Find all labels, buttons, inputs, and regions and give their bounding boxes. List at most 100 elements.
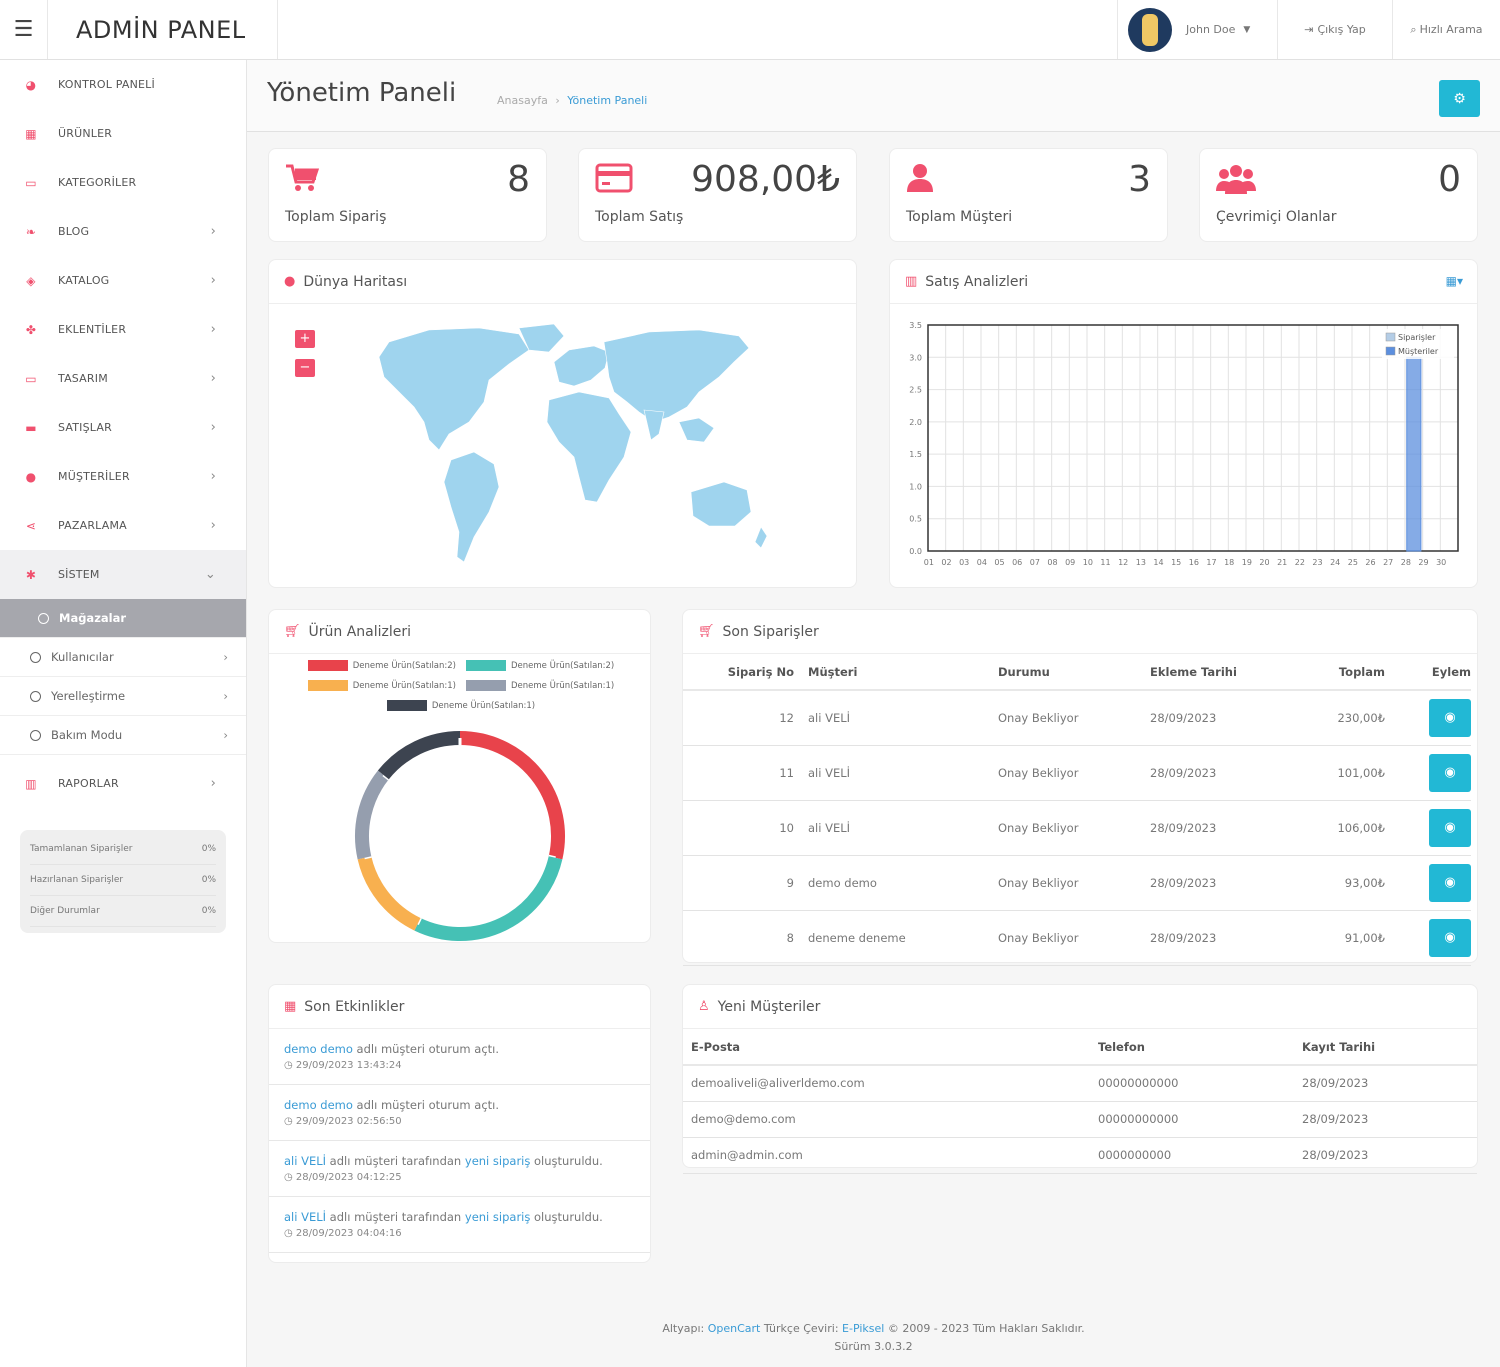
menu-toggle-button[interactable]: ☰ [0,0,48,59]
sidebar-subitem[interactable]: Mağazalar [0,599,246,638]
donut-slice[interactable] [377,731,461,780]
col-date[interactable]: Ekleme Tarihi [1150,654,1290,691]
sales-analysis-header: ▥ Satış Analizleri ▦▾ [890,260,1477,304]
sidebar-item[interactable]: ● MÜŞTERİLER › [0,452,246,501]
circle-icon [30,690,41,702]
sidebar-subitem[interactable]: Bakım Modu › [0,716,246,755]
chevron-icon: › [210,322,216,337]
quick-search-button[interactable]: ⌕ Hızlı Arama [1392,0,1500,59]
sidebar-item[interactable]: ▭ TASARIM › [0,354,246,403]
brand-logo[interactable]: ADMİN PANEL [48,0,278,59]
quick-search-label: Hızlı Arama [1419,23,1483,36]
chevron-icon: › [210,273,216,288]
sidebar-subitem[interactable]: Kullanıcılar › [0,638,246,677]
logout-button[interactable]: ⇥ Çıkış Yap [1277,0,1392,59]
sidebar-item[interactable]: ◈ KATALOG › [0,256,246,305]
customer-email: demo@demo.com [683,1101,1098,1138]
opencart-link[interactable]: OpenCart [707,1322,761,1335]
sidebar-item[interactable]: ✤ EKLENTİLER › [0,305,246,354]
product-donut-chart [355,731,565,941]
y-tick-label: 0.5 [909,515,922,524]
africa [546,391,632,503]
order-link[interactable]: yeni sipariş [464,1210,531,1224]
legend-label: Müşteriler [1398,347,1439,356]
customer-link[interactable]: demo demo [284,1042,353,1056]
col-email[interactable]: E-Posta [683,1029,1098,1066]
order-total: 230,00₺ [1290,690,1395,746]
col-status[interactable]: Durumu [998,654,1150,691]
breadcrumb-home[interactable]: Anasayfa [497,94,548,107]
col-register-date[interactable]: Kayıt Tarihi [1302,1029,1477,1066]
sidebar-item[interactable]: ✱ SİSTEM ⌄ [0,550,246,599]
order-link[interactable]: yeni sipariş [464,1154,531,1168]
zoom-in-button[interactable]: + [295,330,315,348]
sidebar-item[interactable]: ▭ KATEGORİLER [0,158,246,207]
table-row: 10 ali VELİ Onay Bekliyor 28/09/2023 106,00₺… [683,800,1471,856]
sidebar-item[interactable]: ▦ ÜRÜNLER [0,109,246,158]
zoom-out-label: − [299,360,311,375]
sidebar-subitem-label: Bakım Modu [51,728,123,742]
chevron-icon: › [210,776,216,791]
epiksel-link[interactable]: E-Piksel [842,1322,885,1335]
chevron-icon: › [210,371,216,386]
cart-icon: 🛒︎ [284,624,301,639]
view-order-button[interactable]: ◉ [1429,753,1471,792]
calendar-dropdown-icon[interactable]: ▦▾ [1445,274,1463,288]
sidebar-item[interactable]: ⋖ PAZARLAMA › [0,501,246,550]
recent-activities-title: Son Etkinlikler [304,998,405,1015]
donut-slice[interactable] [355,770,389,860]
x-tick-label: 25 [1348,558,1358,567]
view-order-button[interactable]: ◉ [1429,863,1471,902]
col-phone[interactable]: Telefon [1098,1029,1302,1066]
avatar [1128,7,1172,52]
donut-slice[interactable] [414,856,563,941]
col-customer[interactable]: Müşteri [808,654,998,691]
chevron-icon: › [210,224,216,239]
world-map-header: ● Dünya Haritası [269,260,856,304]
settings-button[interactable]: ⚙ [1439,80,1480,117]
slice-separator [548,854,556,860]
tile-online-users: 0 Çevrimiçi Olanlar [1199,148,1478,242]
zoom-out-button[interactable]: − [295,359,315,377]
activity-desc-end: oluşturuldu. [530,1154,603,1168]
legend-label: Deneme Ürün(Satılan:1) [352,680,456,691]
sidebar-item-reports[interactable]: ▥ RAPORLAR › [0,759,246,808]
col-order-no[interactable]: Sipariş No [683,654,808,691]
world-map[interactable] [369,322,779,572]
customer-register-date: 28/09/2023 [1302,1101,1477,1138]
legend-swatch [1385,346,1396,356]
user-menu[interactable]: John Doe ▼ [1117,0,1277,59]
y-tick-label: 2.5 [909,386,922,395]
breadcrumb-current[interactable]: Yönetim Paneli [567,94,648,107]
y-tick-label: 2.0 [909,418,922,427]
col-total[interactable]: Toplam [1290,654,1395,691]
order-stat-row: Hazırlanan Siparişler 0% [30,865,216,896]
customer-link[interactable]: ali VELİ [284,1210,327,1224]
sidebar-item-label: EKLENTİLER [58,323,127,336]
x-tick-label: 09 [1065,558,1075,567]
view-order-button[interactable]: ◉ [1429,918,1471,957]
customer-link[interactable]: demo demo [284,1098,353,1112]
legend-label: Deneme Ürün(Satılan:2) [511,660,615,671]
sidebar-item[interactable]: ▬ SATIŞLAR › [0,403,246,452]
x-tick-label: 05 [994,558,1004,567]
view-order-button[interactable]: ◉ [1429,698,1471,737]
customer-link[interactable]: ali VELİ [284,1154,327,1168]
footer: Altyapı: OpenCart Türkçe Çeviri: E-Pikse… [247,1320,1500,1356]
donut-slice[interactable] [459,731,565,860]
sidebar-item[interactable]: ❧ BLOG › [0,207,246,256]
order-status: Onay Bekliyor [998,800,1150,856]
table-row: admin@admin.com 0000000000 28/09/2023 [683,1137,1477,1174]
bar-Müşteriler[interactable] [1406,356,1422,552]
tile-label: Çevrimiçi Olanlar [1216,209,1337,225]
chevron-icon: › [210,518,216,533]
sidebar-item-label: SİSTEM [58,568,100,581]
legend-swatch [466,680,506,691]
sidebar-subitem-label: Mağazalar [59,611,127,625]
sidebar-subitem[interactable]: Yerelleştirme › [0,677,246,716]
north-america [378,327,530,451]
sidebar-item[interactable]: ◕ KONTROL PANELİ [0,60,246,109]
view-order-button[interactable]: ◉ [1429,808,1471,847]
donut-slice[interactable] [357,856,421,931]
bar-chart-icon: ▥ [25,776,37,791]
